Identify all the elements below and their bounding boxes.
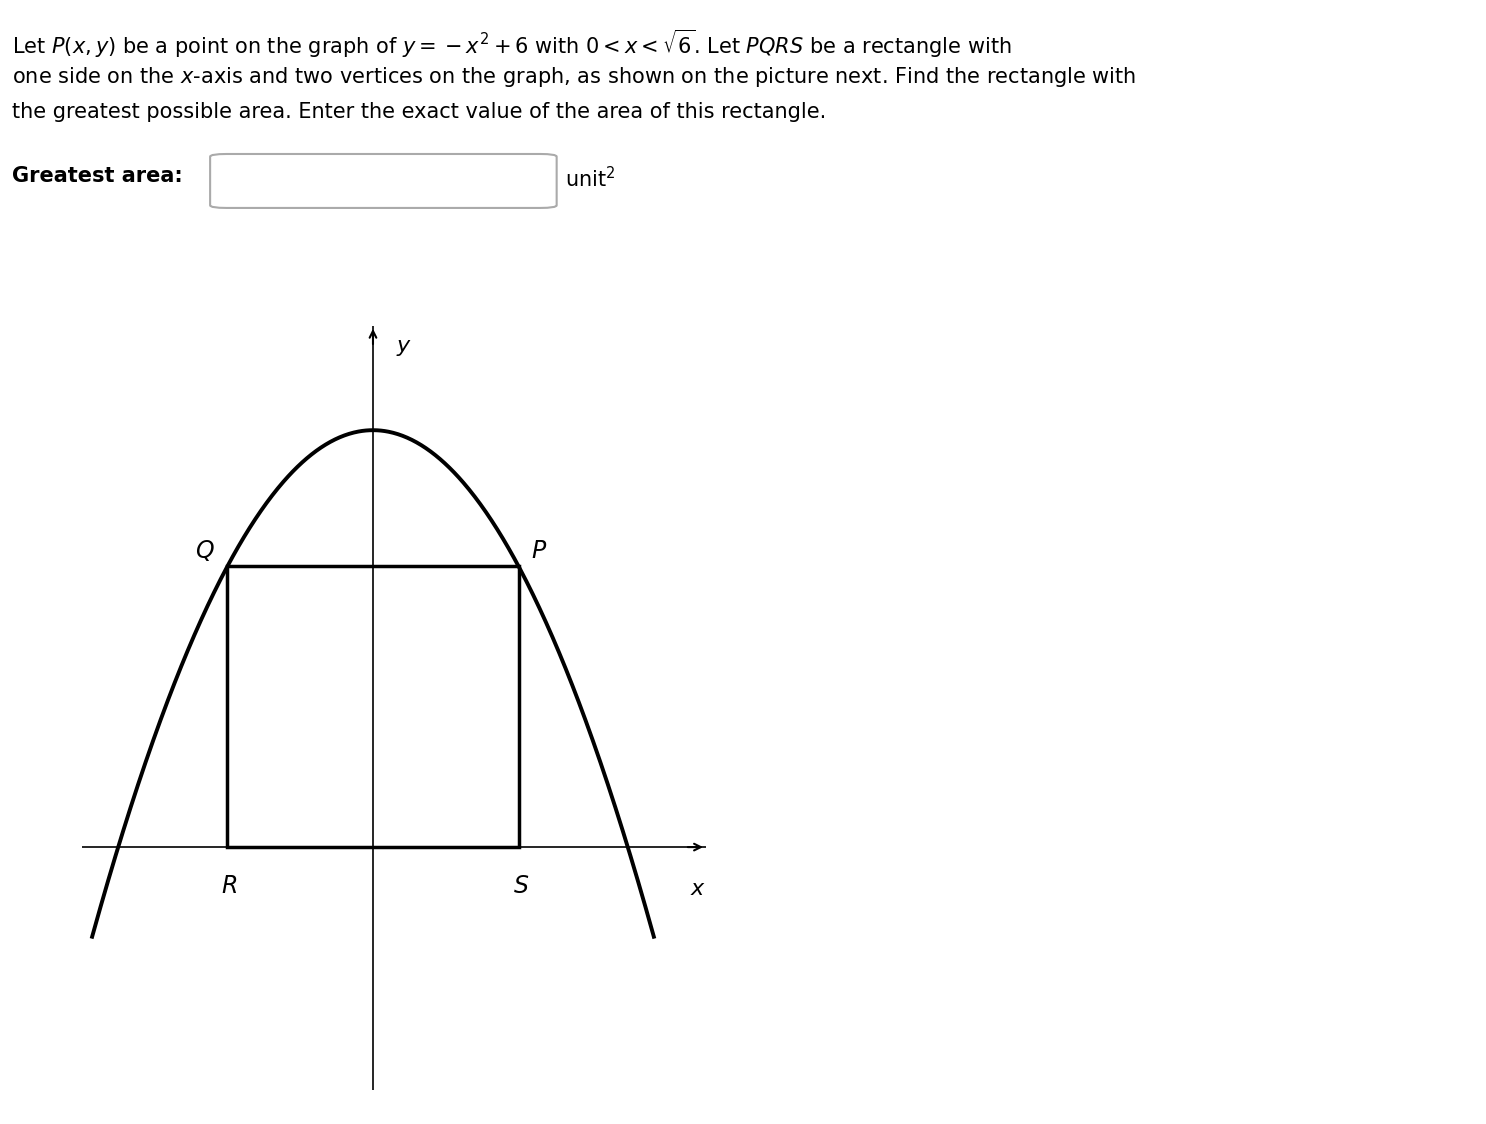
- Text: $Q$: $Q$: [195, 538, 215, 563]
- Text: Greatest area:: Greatest area:: [12, 166, 183, 187]
- FancyBboxPatch shape: [210, 154, 557, 208]
- Text: $P$: $P$: [531, 540, 547, 563]
- Text: $R$: $R$: [221, 874, 238, 898]
- Text: $S$: $S$: [513, 874, 529, 898]
- Text: the greatest possible area. Enter the exact value of the area of this rectangle.: the greatest possible area. Enter the ex…: [12, 102, 826, 123]
- Text: $y$: $y$: [395, 336, 412, 359]
- Text: unit$^2$: unit$^2$: [565, 166, 615, 191]
- Text: one side on the $x$-axis and two vertices on the graph, as shown on the picture : one side on the $x$-axis and two vertice…: [12, 65, 1137, 89]
- Bar: [227, 566, 519, 847]
- Text: Let $P(x, y)$ be a point on the graph of $y = -x^2 + 6$ with $0 < x < \sqrt{6}$.: Let $P(x, y)$ be a point on the graph of…: [12, 28, 1012, 61]
- Text: $x$: $x$: [690, 878, 706, 900]
